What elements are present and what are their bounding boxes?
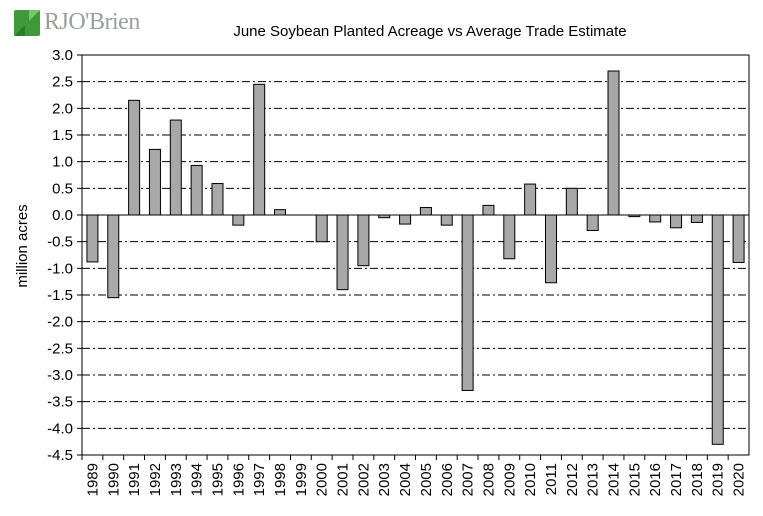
- x-tick-label: 1995: [209, 463, 226, 496]
- y-tick-label: -2.0: [47, 314, 73, 331]
- y-tick-label: 1.0: [52, 154, 73, 171]
- axes: [81, 54, 750, 456]
- x-tick-label: 2014: [606, 463, 623, 496]
- x-tick-label: 2004: [397, 463, 414, 496]
- bar-1998: [274, 209, 287, 216]
- bar-2002: [357, 214, 370, 267]
- x-tick-label: 1998: [272, 463, 289, 496]
- bar-2010: [524, 183, 537, 216]
- bar-2009: [503, 214, 516, 260]
- x-tick-label: 2010: [522, 463, 539, 496]
- bar-2000: [315, 214, 328, 243]
- y-tick-label: 3.0: [52, 47, 73, 64]
- bar-1996: [232, 214, 245, 226]
- y-tick-label: -4.0: [47, 420, 73, 437]
- y-tick-label: 0.5: [52, 180, 73, 197]
- x-tick-label: 2011: [543, 463, 560, 495]
- bar-2018: [690, 214, 703, 223]
- bar-2008: [482, 204, 495, 216]
- x-tick-label: 2017: [668, 463, 685, 496]
- y-tick-label: -3.0: [47, 367, 73, 384]
- bar-2014: [607, 70, 620, 216]
- bar-1992: [148, 148, 161, 216]
- x-tick-label: 2016: [647, 463, 664, 496]
- x-tick-label: 2009: [501, 463, 518, 496]
- y-tick-label: 1.5: [52, 127, 73, 144]
- x-tick-label: 1997: [251, 463, 268, 496]
- bar-2007: [461, 214, 474, 391]
- bar-2019: [711, 214, 724, 445]
- x-tick-label: 2012: [564, 463, 581, 496]
- bar-1991: [128, 99, 141, 216]
- bar-2006: [440, 214, 453, 226]
- x-tick-label: 1991: [126, 463, 143, 496]
- x-tick-label: 2013: [585, 463, 602, 496]
- y-tick-label: 2.5: [52, 74, 73, 91]
- bar-2012: [565, 187, 578, 216]
- bar-1997: [253, 83, 266, 216]
- y-tick-label: -2.5: [47, 340, 73, 357]
- x-tick-label: 2005: [418, 463, 435, 496]
- y-tick-label: 2.0: [52, 100, 73, 117]
- logo-mark-icon: [14, 10, 40, 36]
- y-tick-label: -0.5: [47, 234, 73, 251]
- x-tick-label: 2020: [731, 463, 748, 496]
- bar-2004: [399, 214, 412, 225]
- y-tick-label: 0.0: [52, 207, 73, 224]
- x-tick-label: 2000: [314, 463, 331, 496]
- y-tick-label: -1.5: [47, 287, 73, 304]
- x-tick-label: 2008: [480, 463, 497, 496]
- x-tick-label: 2019: [710, 463, 727, 496]
- x-axis-ticks: 1989 1990 1991 1992 1993 1994 1995 1996 1997 1998…: [81, 455, 748, 496]
- x-tick-label: 1993: [168, 463, 185, 496]
- x-tick-label: 1999: [293, 463, 310, 496]
- x-tick-label: 2003: [376, 463, 393, 496]
- chart-title: June Soybean Planted Acreage vs Average …: [233, 23, 626, 40]
- y-tick-label: -3.5: [47, 394, 73, 411]
- x-tick-label: 1989: [84, 463, 101, 496]
- x-tick-label: 1992: [147, 463, 164, 496]
- bar-1995: [211, 183, 224, 216]
- x-tick-label: 2006: [439, 463, 456, 496]
- bar-1993: [169, 119, 182, 216]
- x-tick-label: 2007: [460, 463, 477, 496]
- x-tick-label: 1990: [105, 463, 122, 496]
- bar-1989: [86, 214, 99, 263]
- y-axis-ticks: 3.0 2.5 2.0 1.5 1.0 0.5 0.0 -0.5 -1.0 -1.5 -2.0 -2.…: [47, 47, 82, 464]
- x-tick-label: 2018: [689, 463, 706, 496]
- x-tick-label: 2001: [335, 463, 352, 496]
- bar-1994: [190, 164, 203, 216]
- plot-frame: [81, 54, 750, 456]
- bar-2017: [670, 214, 683, 229]
- x-tick-label: 2002: [355, 463, 372, 496]
- bars: [86, 70, 745, 445]
- gridlines: [82, 81, 749, 429]
- logo-wordmark: RJO'Brien: [44, 9, 140, 35]
- bar-2016: [649, 214, 662, 223]
- bar-2011: [544, 214, 557, 284]
- y-tick-label: -1.0: [47, 260, 73, 277]
- bar-2005: [419, 207, 432, 216]
- bar-2001: [336, 214, 349, 291]
- bar-2020: [732, 214, 745, 263]
- x-tick-label: 1996: [230, 463, 247, 496]
- bar-2013: [586, 214, 599, 231]
- bar-1990: [107, 214, 120, 299]
- y-tick-label: -4.5: [47, 447, 73, 464]
- rjobrien-logo: RJO'Brien: [14, 6, 144, 40]
- x-tick-label: 1994: [189, 463, 206, 496]
- y-axis-label: million acres: [14, 204, 31, 287]
- x-tick-label: 2015: [626, 463, 643, 496]
